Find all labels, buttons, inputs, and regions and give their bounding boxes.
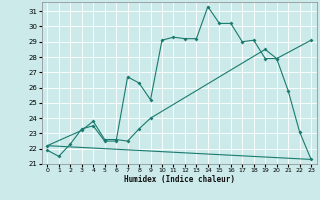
X-axis label: Humidex (Indice chaleur): Humidex (Indice chaleur) xyxy=(124,175,235,184)
